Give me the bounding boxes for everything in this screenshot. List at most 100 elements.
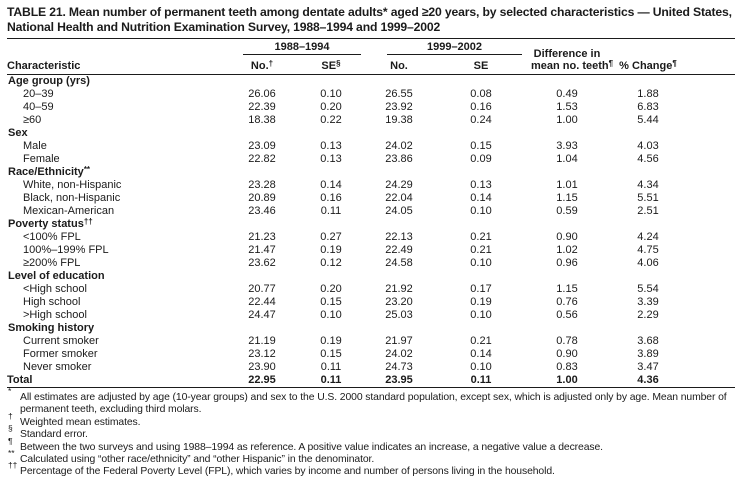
row-label: <100% FPL	[23, 231, 81, 243]
row-label-cell: Total	[7, 374, 229, 388]
row-label-cell: Race/Ethnicity**	[7, 166, 229, 179]
col-header-no-1988: No.†	[229, 55, 295, 75]
footnote-marker-pilcrow: ¶	[608, 59, 614, 68]
cell-spacer	[693, 218, 735, 231]
cell-spacer	[693, 257, 735, 270]
cell-value: 25.03	[385, 309, 413, 321]
cell-empty	[367, 127, 431, 140]
cell-value: 1.00	[556, 114, 578, 126]
cell-value: 4.03	[637, 140, 659, 152]
cell-value: 0.16	[320, 192, 342, 204]
footnote-text: Standard error.	[20, 429, 88, 441]
table-row: <100% FPL 21.23 0.27 22.13 0.21 0.90 4.24	[7, 231, 735, 244]
cell-value: 20.89	[248, 192, 276, 204]
cell-spacer	[693, 283, 735, 296]
row-label: Smoking history	[8, 322, 95, 334]
cell-empty	[367, 166, 431, 179]
cell-value: 24.47	[248, 309, 276, 321]
data-table: 1988–1994 1999–2002 Difference in mean n…	[7, 38, 735, 388]
cell-spacer	[693, 153, 735, 166]
cell-empty	[367, 270, 431, 283]
cell-value: 22.04	[385, 192, 413, 204]
cell-value: 3.93	[556, 140, 578, 152]
row-label-cell: ≥60	[7, 114, 229, 127]
row-label: Level of education	[8, 270, 105, 282]
cell-value: 0.11	[320, 205, 342, 217]
cell-value: 21.92	[385, 283, 413, 295]
col-header-se-1988: SE§	[295, 55, 367, 75]
cell-value: 3.47	[637, 361, 659, 373]
cell-empty	[295, 218, 367, 231]
table-row: 100%–199% FPL 21.47 0.19 22.49 0.21 1.02 4.75	[7, 244, 735, 257]
cell-spacer	[693, 374, 735, 388]
table-title: TABLE 21. Mean number of permanent teeth…	[7, 5, 735, 34]
cell-value: 0.96	[556, 257, 578, 269]
row-label: Sex	[8, 127, 28, 139]
cell-value: 0.14	[470, 348, 492, 360]
row-label-cell: Current smoker	[7, 335, 229, 348]
table-row: 40–59 22.39 0.20 23.92 0.16 1.53 6.83	[7, 101, 735, 114]
cell-value: 24.02	[385, 348, 413, 360]
cell-empty	[295, 127, 367, 140]
cell-empty	[603, 270, 693, 283]
cell-value: 1.53	[556, 101, 578, 113]
cell-empty	[295, 166, 367, 179]
cell-spacer	[693, 101, 735, 114]
table-row: Former smoker 23.12 0.15 24.02 0.14 0.90 3.89	[7, 348, 735, 361]
cell-value: 0.22	[320, 114, 342, 126]
footnote-marker-section: §	[336, 59, 341, 68]
cell-empty	[531, 218, 603, 231]
row-label-cell: 100%–199% FPL	[7, 244, 229, 257]
cell-value: 18.38	[248, 114, 276, 126]
cell-value: 0.10	[320, 309, 342, 321]
cell-value: 0.10	[470, 361, 492, 373]
cell-value: 26.55	[385, 88, 413, 100]
table-row: White, non-Hispanic 23.28 0.14 24.29 0.13 1.0…	[7, 179, 735, 192]
table-row: Black, non-Hispanic 20.89 0.16 22.04 0.14 1.1…	[7, 192, 735, 205]
cell-empty	[603, 218, 693, 231]
cell-empty	[229, 166, 295, 179]
col-header-characteristic: Characteristic	[7, 55, 229, 75]
table-row: Never smoker 23.90 0.11 24.73 0.10 0.83 3.47	[7, 361, 735, 374]
section-header-row: Level of education	[7, 270, 735, 283]
cell-value: 2.51	[637, 205, 659, 217]
cell-spacer	[693, 270, 735, 283]
row-label: Poverty status	[8, 218, 84, 230]
table-row: ≥200% FPL 23.62 0.12 24.58 0.10 0.96 4.06	[7, 257, 735, 270]
cell-value: 24.73	[385, 361, 413, 373]
cell-value: 0.49	[556, 88, 578, 100]
row-label-cell: >High school	[7, 309, 229, 322]
row-label: Female	[23, 153, 60, 165]
row-label: Black, non-Hispanic	[23, 192, 121, 204]
cell-empty	[603, 127, 693, 140]
cell-value: 0.20	[320, 283, 342, 295]
row-label-cell: Level of education	[7, 270, 229, 283]
footnotes: * All estimates are adjusted by age (10-y…	[7, 387, 735, 479]
row-label: Mexican-American	[23, 205, 115, 217]
cell-value: 24.29	[385, 179, 413, 191]
row-label: White, non-Hispanic	[23, 179, 122, 191]
cell-value: 4.56	[637, 153, 659, 165]
cell-value: 0.15	[470, 140, 492, 152]
cell-empty	[229, 322, 295, 335]
row-label: >High school	[23, 309, 87, 321]
row-label-cell: Male	[7, 140, 229, 153]
cell-spacer	[693, 75, 735, 89]
footnote: § Standard error.	[8, 423, 88, 441]
row-label-cell: <High school	[7, 283, 229, 296]
header-group-row: 1988–1994 1999–2002 Difference in mean n…	[7, 38, 735, 75]
cell-value: 5.44	[637, 114, 659, 126]
cell-spacer	[693, 296, 735, 309]
cell-value: 5.51	[637, 192, 659, 204]
cell-empty	[367, 218, 431, 231]
cell-value: 22.44	[248, 296, 276, 308]
cell-value: 4.24	[637, 231, 659, 243]
row-label: 100%–199% FPL	[23, 244, 109, 256]
cell-value: 1.02	[556, 244, 578, 256]
cell-value: 23.46	[248, 205, 276, 217]
cell-empty	[603, 75, 693, 89]
cell-empty	[295, 75, 367, 89]
cell-empty	[367, 322, 431, 335]
cell-value: 23.92	[385, 101, 413, 113]
header-empty-cell	[7, 39, 229, 56]
